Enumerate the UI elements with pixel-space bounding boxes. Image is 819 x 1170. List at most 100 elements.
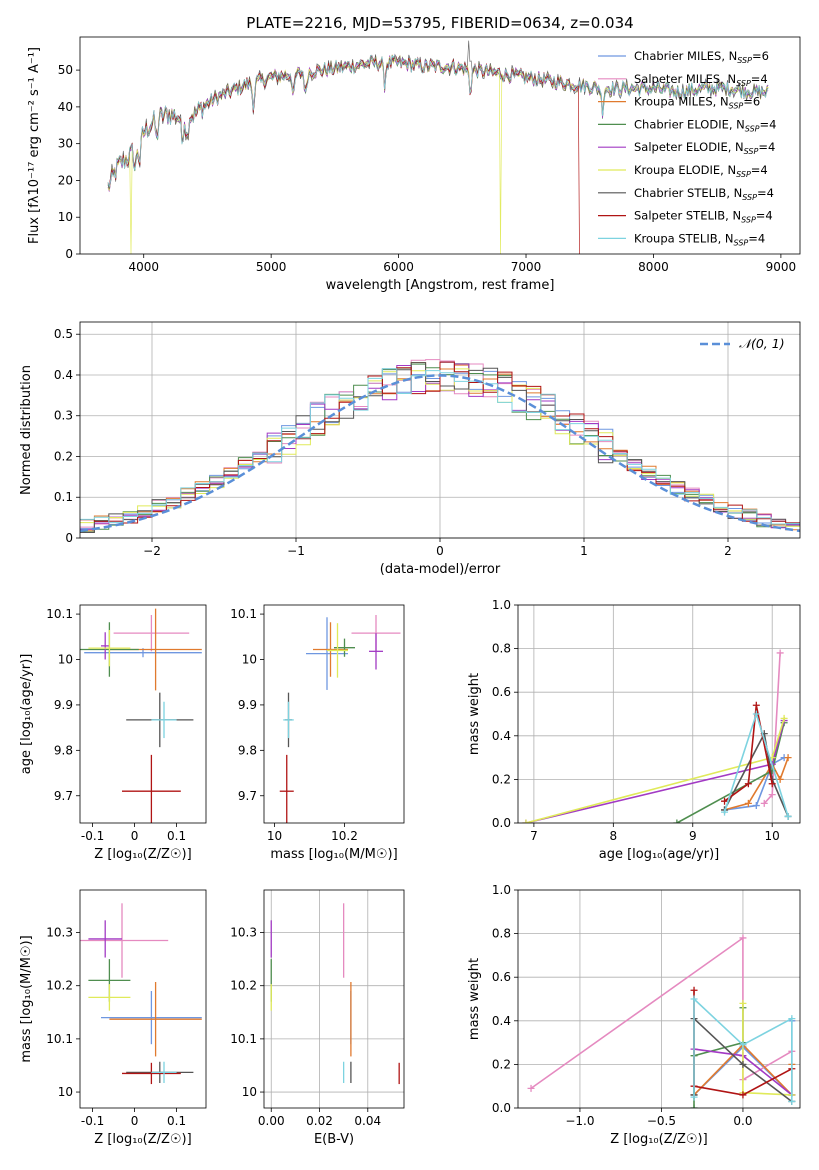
residuals-xtick-label: 1: [580, 544, 588, 558]
spectrum-ytick-label: 30: [58, 137, 73, 151]
weight_vs_age-xtick-label: 10: [765, 829, 780, 843]
figure-title: PLATE=2216, MJD=53795, FIBERID=0634, z=0…: [246, 14, 633, 32]
errorbar-kroupa-elodie: [88, 629, 131, 667]
spectrum-legend: Chabrier MILES, NSSP=6 Salpeter MILES, NS…: [598, 49, 776, 247]
residuals-ytick-label: 0.4: [54, 368, 73, 382]
age_vs_Z-ytick-label: 10: [58, 653, 73, 667]
residuals-xtick-label: 2: [724, 544, 732, 558]
weight-series-salpeter-miles: [760, 649, 784, 807]
spectrum-line-kroupa-stelib: [107, 53, 769, 187]
weight_vs_age-panel: 7 8 9 10 0.0 0.2 0.4 0.6 0.8 1.0 age [log₁₀(age/yr…: [467, 598, 801, 862]
mass_vs_ebv-ytick-label: 10.3: [230, 926, 257, 940]
weight_vs_age-ytick-label: 0.2: [492, 772, 511, 786]
weight_vs_Z-frame: [517, 889, 801, 1109]
residuals-ytick-label: 0.2: [54, 449, 73, 463]
age_vs_mass-xlabel: mass [log₁₀(M/M☉)]: [270, 847, 397, 862]
residuals-grid: [80, 322, 800, 539]
spectrum-ylabel: Flux [fλ10⁻¹⁷ erg cm⁻² s⁻¹ A⁻¹]: [27, 47, 42, 244]
mass_vs_Z-ytick-label: 10.1: [46, 1032, 73, 1046]
spectrum-xlabel: wavelength [Angstrom, rest frame]: [326, 278, 555, 293]
errorbar-salpeter-miles: [113, 614, 190, 652]
spectrum-ytick-label: 50: [58, 63, 73, 77]
weight_vs_Z-xtick-label: −0.5: [647, 1114, 676, 1128]
age_vs_mass-plot-area: [279, 614, 401, 823]
age_vs_mass-ytick-label: 9.7: [238, 789, 257, 803]
spectrum-frame: [79, 36, 801, 255]
age_vs_Z-ytick-label: 9.9: [54, 698, 73, 712]
weight-marker: [776, 649, 784, 657]
legend-label: Kroupa ELODIE, NSSP=4: [634, 163, 768, 179]
residuals-xtick-label: −2: [143, 544, 161, 558]
weight_vs_age-ytick-label: 0.8: [492, 642, 511, 656]
spectrum-xtick-label: 6000: [383, 260, 414, 274]
legend-label: Salpeter ELODIE, NSSP=4: [634, 140, 775, 156]
weight-marker: [760, 799, 768, 807]
mass_vs_ebv-xtick-label: 0.02: [306, 1114, 333, 1128]
age_vs_Z-ytick-label: 9.7: [54, 789, 73, 803]
residuals-ytick-label: 0.5: [54, 327, 73, 341]
weight_vs_Z-ytick-label: 0.0: [492, 1101, 511, 1115]
weight-marker: [690, 986, 698, 994]
mass_vs_ebv-frame: [263, 889, 405, 1109]
errorbar-chabrier-miles: [101, 991, 202, 1045]
mass_vs_Z-axes: -0.1 0 0.1 10 10.1 10.2 10.3 Z [log₁₀(Z/Z☉)] mas…: [19, 889, 207, 1147]
weight_vs_age-xtick-label: 9: [689, 829, 697, 843]
weight-line: [723, 731, 789, 817]
spectrum-xtick-label: 8000: [638, 260, 669, 274]
mass_vs_Z-frame: [79, 889, 207, 1109]
spectrum-ytick-label: 40: [58, 100, 73, 114]
weight-marker: [721, 797, 729, 805]
errorbar-kroupa-stelib: [283, 701, 294, 739]
spectrum-axes: 4000 5000 6000 7000 8000 9000 0 10 20 30 40 50 wavel…: [27, 36, 801, 293]
mass_vs_ebv-xtick-label: 0.00: [258, 1114, 285, 1128]
age_vs_Z-ytick-label: 10.1: [46, 607, 73, 621]
errorbar-kroupa-stelib: [151, 1061, 177, 1084]
weight_vs_age-ytick-label: 0.0: [492, 816, 511, 830]
weight-marker: [690, 995, 698, 1003]
weight-marker: [673, 819, 681, 823]
weight_vs_age-ylabel: mass weight: [467, 673, 482, 755]
mass_vs_Z-ytick-label: 10: [58, 1085, 73, 1099]
weight-marker: [739, 1041, 747, 1049]
age_vs_Z-xtick-label: 0.1: [167, 829, 186, 843]
errorbar-salpeter-stelib: [122, 754, 181, 823]
spectrum-ytick-label: 20: [58, 173, 73, 187]
weight_vs_Z-ytick-label: 0.4: [492, 1014, 511, 1028]
age_vs_Z-panel: -0.1 0 0.1 9.7 9.8 9.9 10 10.1 Z [log₁₀(Z/Z☉)] ag…: [19, 604, 207, 862]
age_vs_mass-panel: 10 10.2 9.7 9.8 9.9 10 10.1 mass [log₁₀(M/M☉)]: [230, 604, 405, 862]
weight_vs_Z-xtick-label: −1.0: [565, 1114, 594, 1128]
residuals-plot-area: [80, 359, 800, 533]
age_vs_Z-xlabel: Z [log₁₀(Z/Z☉)]: [94, 847, 191, 862]
weight-marker: [739, 1060, 747, 1068]
errorbar-kroupa-elodie: [327, 623, 348, 678]
mass_vs_ebv-xlabel: E(B-V): [314, 1132, 354, 1147]
spectrum-plot-area: [107, 40, 769, 254]
errorbar-salpeter-elodie: [88, 920, 122, 958]
legend-label: Kroupa MILES, NSSP=6: [634, 95, 760, 111]
age_vs_Z-xtick-label: 0: [131, 829, 139, 843]
mass_vs_ebv-ytick-label: 10.1: [230, 1032, 257, 1046]
weight-marker: [522, 819, 530, 823]
weight-marker: [752, 802, 760, 810]
weight-marker: [752, 701, 760, 709]
age_vs_mass-axes: 10 10.2 9.7 9.8 9.9 10 10.1 mass [log₁₀(M/M☉)]: [230, 604, 405, 862]
spectrum-line-kroupa-elodie: [107, 54, 769, 254]
weight_vs_age-xlabel: age [log₁₀(age/yr)]: [599, 847, 720, 862]
mass_vs_Z-plot-area: [80, 903, 202, 1085]
age_vs_mass-xtick-label: 10: [267, 829, 282, 843]
legend-label: Chabrier STELIB, NSSP=4: [634, 186, 774, 202]
age_vs_Z-ytick-label: 9.8: [54, 743, 73, 757]
normal-legend-label: 𝒩(0, 1): [739, 336, 785, 351]
weight-marker: [784, 754, 792, 762]
weight_vs_Z-ylabel: mass weight: [467, 958, 482, 1040]
weight_vs_age-xtick-label: 8: [610, 829, 618, 843]
weight-marker: [744, 799, 752, 807]
weight_vs_Z-ytick-label: 0.6: [492, 970, 511, 984]
weight-marker: [690, 1093, 698, 1101]
errorbar-kroupa-elodie: [88, 984, 131, 1011]
residuals-ytick-label: 0.3: [54, 409, 73, 423]
errorbar-salpeter-stelib: [122, 1062, 181, 1085]
weight-series-chabrier-elodie: [690, 1004, 747, 1108]
age_vs_mass-frame: [263, 604, 405, 824]
weight-marker: [739, 999, 747, 1007]
